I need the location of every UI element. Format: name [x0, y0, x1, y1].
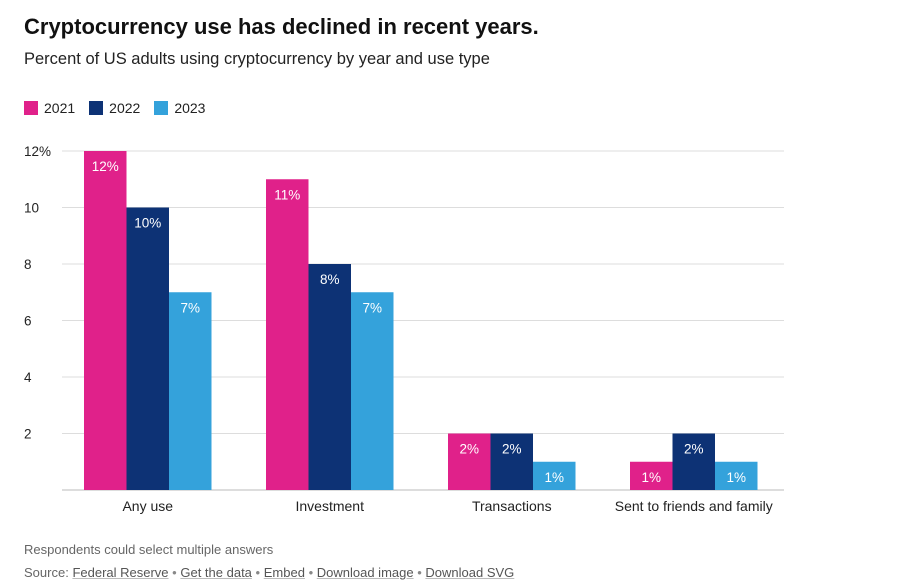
chart-title: Cryptocurrency use has declined in recen… [24, 14, 539, 39]
x-tick-label: Transactions [472, 498, 552, 514]
embed-link[interactable]: Embed [263, 565, 305, 580]
data-label: 7% [180, 300, 200, 315]
get-the-data-link[interactable]: Get the data [180, 565, 252, 580]
legend-swatch-2023 [154, 101, 169, 115]
data-label: 1% [726, 470, 746, 485]
y-tick-label: 10 [24, 201, 39, 216]
bar [84, 151, 127, 490]
x-tick-label: Investment [296, 498, 365, 514]
bar [351, 292, 394, 490]
legend-label-2021: 2021 [44, 100, 76, 116]
legend-item-2022: 2022 [89, 100, 140, 116]
bar [169, 292, 212, 490]
y-tick-label: 2 [24, 427, 32, 442]
legend-item-2023: 2023 [154, 100, 205, 116]
bar [630, 461, 673, 490]
data-label: 1% [641, 470, 661, 485]
data-label: 8% [320, 272, 340, 287]
legend-item-2021: 2021 [24, 100, 75, 116]
bar [715, 461, 758, 490]
bar [308, 264, 351, 490]
chart-legend: 2021 2022 2023 [24, 100, 205, 116]
download-image-link[interactable]: Download image [316, 565, 414, 580]
y-tick-label: 12% [24, 144, 51, 159]
x-tick-label: Sent to friends and family [615, 498, 773, 514]
legend-label-2022: 2022 [109, 100, 141, 116]
data-label: 12% [92, 159, 119, 174]
bar [533, 461, 576, 490]
separator: • [172, 565, 177, 580]
x-tick-label: Any use [122, 498, 173, 514]
chart-subtitle: Percent of US adults using cryptocurrenc… [24, 50, 490, 68]
data-label: 7% [362, 300, 382, 315]
source-prefix: Source: [24, 565, 69, 580]
download-svg-link[interactable]: Download SVG [425, 565, 515, 580]
data-label: 2% [459, 442, 479, 457]
data-label: 11% [274, 187, 300, 202]
separator: • [255, 565, 261, 580]
bar [448, 433, 491, 490]
data-label: 10% [134, 216, 161, 231]
legend-swatch-2021 [24, 101, 38, 115]
data-label: 1% [544, 470, 564, 485]
separator: • [417, 565, 422, 580]
source-line: Source: Federal Reserve • Get the data •… [24, 565, 514, 580]
chart-note: Respondents could select multiple answer… [24, 542, 274, 557]
legend-label-2023: 2023 [174, 100, 206, 116]
bar [266, 179, 309, 490]
legend-swatch-2022 [89, 101, 104, 115]
bar-chart: 2 4 6 8 10 12% 12% 10% 7% Any use 11% 8% 7% Investmen… [24, 144, 784, 514]
data-label: 2% [502, 442, 522, 457]
separator: • [308, 565, 314, 580]
bar [672, 433, 715, 490]
bar [490, 433, 533, 490]
y-tick-label: 6 [24, 314, 32, 329]
data-label: 2% [684, 442, 704, 457]
source-link-federal-reserve[interactable]: Federal Reserve [72, 565, 169, 580]
bar [126, 207, 169, 490]
y-tick-label: 4 [24, 370, 32, 385]
y-tick-label: 8 [24, 257, 32, 272]
